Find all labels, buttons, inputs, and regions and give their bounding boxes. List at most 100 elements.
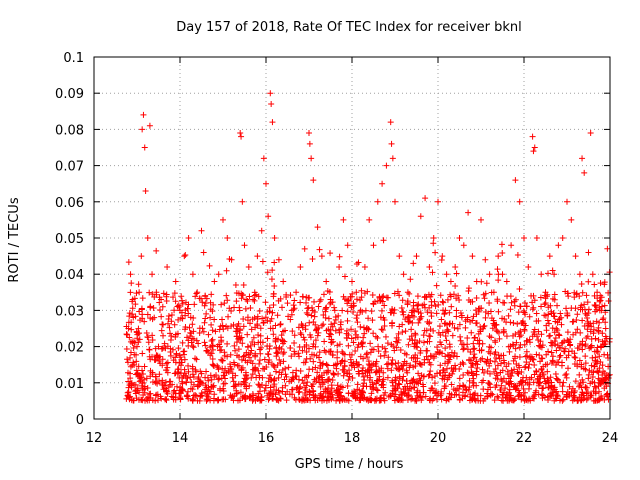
data-point <box>319 376 326 383</box>
data-point <box>146 346 153 353</box>
data-point <box>545 311 552 318</box>
data-point <box>172 298 179 305</box>
data-point <box>232 347 239 354</box>
data-point <box>572 378 579 385</box>
data-point <box>281 349 288 356</box>
data-point <box>187 333 194 340</box>
data-point <box>289 369 296 376</box>
data-point <box>414 302 421 309</box>
data-point <box>576 357 583 364</box>
data-point <box>149 332 156 339</box>
data-point <box>579 289 586 296</box>
data-point <box>187 385 194 392</box>
data-point <box>221 349 228 356</box>
data-point <box>274 361 281 368</box>
data-point <box>488 344 495 351</box>
data-point <box>141 318 148 325</box>
data-point <box>434 344 441 351</box>
data-point <box>246 354 253 361</box>
data-point <box>275 374 282 381</box>
data-point <box>275 256 282 263</box>
data-point <box>211 373 218 380</box>
data-point <box>210 362 217 369</box>
data-point <box>315 303 322 310</box>
data-point <box>400 362 407 369</box>
data-point <box>560 379 567 386</box>
data-point <box>135 396 142 403</box>
data-point <box>135 281 142 288</box>
data-point <box>440 299 447 306</box>
data-point <box>408 377 415 384</box>
data-point <box>583 390 590 397</box>
data-point <box>209 361 216 368</box>
data-point <box>347 293 354 300</box>
data-point <box>344 383 351 390</box>
data-point <box>159 303 166 310</box>
data-point <box>192 293 199 300</box>
data-point <box>189 271 196 278</box>
data-point <box>566 383 573 390</box>
data-point <box>437 369 444 376</box>
data-point <box>506 386 513 393</box>
x-tick-label: 12 <box>86 431 103 446</box>
data-point <box>245 344 252 351</box>
data-point <box>340 350 347 357</box>
data-point <box>317 296 324 303</box>
data-point <box>185 337 192 344</box>
data-point <box>230 321 237 328</box>
data-point <box>441 311 448 318</box>
data-point <box>404 397 411 404</box>
data-point <box>504 397 511 404</box>
data-point <box>396 253 403 260</box>
data-point <box>265 213 272 220</box>
data-point <box>262 314 269 321</box>
data-point <box>395 359 402 366</box>
data-point <box>360 355 367 362</box>
data-point <box>344 317 351 324</box>
data-point <box>255 390 262 397</box>
data-point <box>470 340 477 347</box>
data-point <box>588 342 595 349</box>
data-point <box>365 358 372 365</box>
data-point <box>491 358 498 365</box>
data-point <box>592 308 599 315</box>
data-point <box>293 385 300 392</box>
data-point <box>473 295 480 301</box>
data-point <box>397 347 404 354</box>
data-point <box>128 379 135 386</box>
data-point <box>319 322 326 329</box>
data-point <box>124 392 131 399</box>
data-point <box>370 330 377 337</box>
data-point <box>487 350 494 357</box>
data-point <box>328 389 335 396</box>
data-point <box>430 327 437 334</box>
data-point <box>437 392 444 399</box>
data-point <box>341 368 348 375</box>
data-point <box>430 235 437 241</box>
data-point <box>388 360 395 367</box>
data-point <box>130 314 137 321</box>
data-point <box>435 198 441 205</box>
data-point <box>497 360 504 367</box>
data-point <box>127 354 134 361</box>
data-point <box>166 324 173 331</box>
data-point <box>259 315 266 322</box>
data-point <box>164 263 171 270</box>
data-point <box>464 341 471 348</box>
data-point <box>481 322 488 329</box>
data-point <box>308 351 315 358</box>
data-point <box>480 386 487 393</box>
data-point <box>276 356 283 363</box>
data-point <box>408 396 415 403</box>
data-point <box>410 354 417 361</box>
data-point <box>246 293 253 300</box>
data-point <box>544 270 551 277</box>
data-point <box>336 388 343 395</box>
y-tick-label: 0.04 <box>55 268 84 283</box>
data-point <box>308 304 315 311</box>
data-point <box>519 377 526 384</box>
data-point <box>297 368 304 375</box>
data-point <box>503 363 510 370</box>
data-point <box>356 387 363 394</box>
data-point <box>596 379 603 386</box>
